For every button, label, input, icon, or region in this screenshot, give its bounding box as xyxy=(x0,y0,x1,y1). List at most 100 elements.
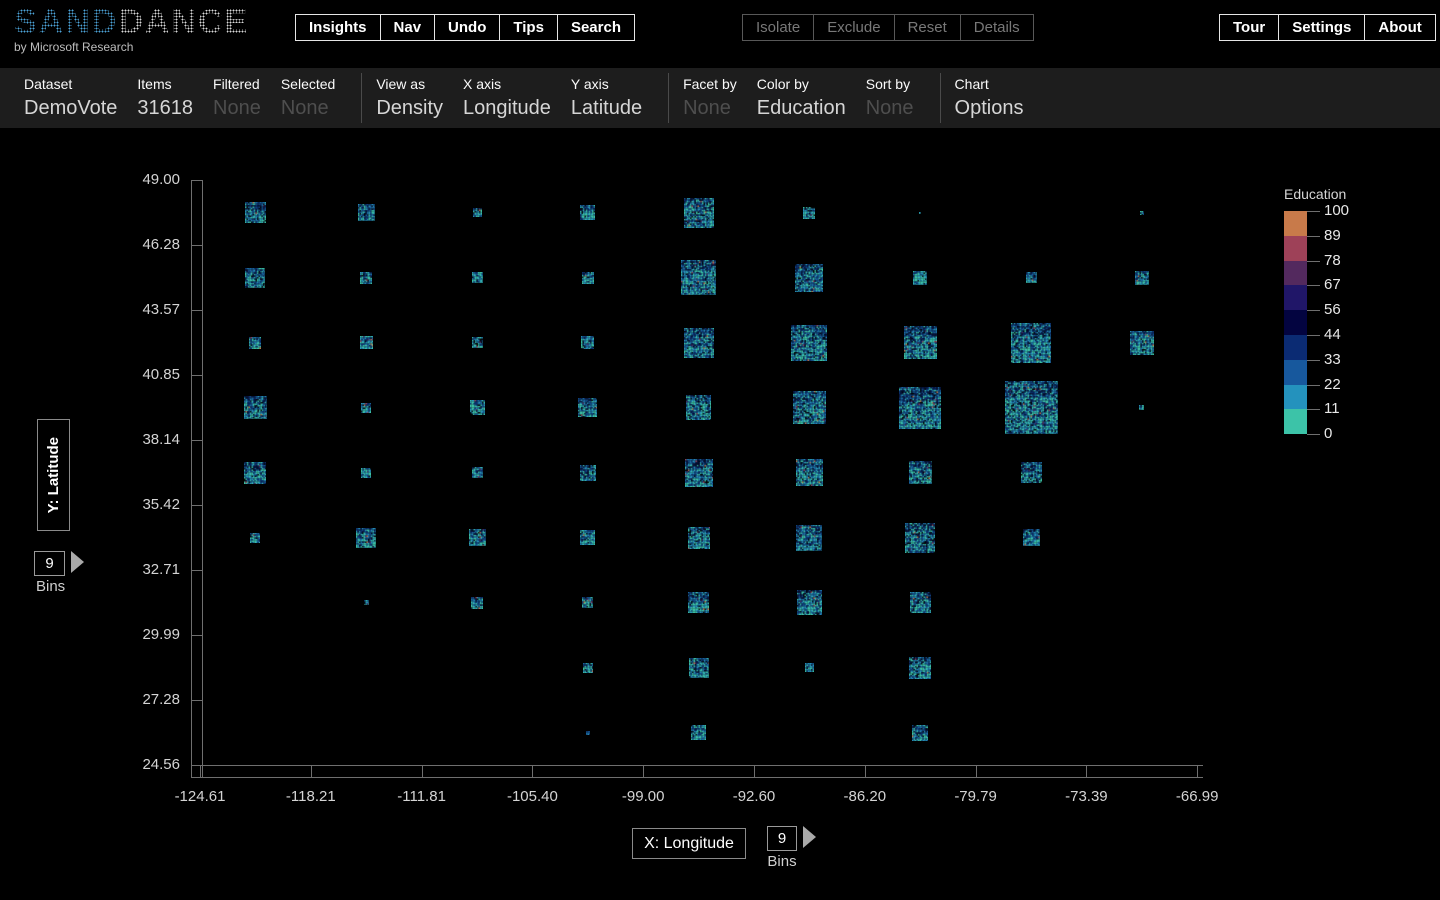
density-bin[interactable] xyxy=(360,272,372,284)
density-bin[interactable] xyxy=(796,459,823,486)
density-bin[interactable] xyxy=(909,461,932,484)
density-bin[interactable] xyxy=(364,600,369,605)
density-bin[interactable] xyxy=(684,198,714,228)
density-bin[interactable] xyxy=(919,212,921,214)
density-bin[interactable] xyxy=(904,326,937,359)
density-bin[interactable] xyxy=(472,467,483,478)
density-bin[interactable] xyxy=(582,597,593,608)
density-bin[interactable] xyxy=(580,530,595,545)
control-x-axis[interactable]: X axis Longitude xyxy=(463,68,551,121)
density-bin[interactable] xyxy=(913,271,927,285)
density-bin[interactable] xyxy=(1026,272,1037,283)
legend-swatch[interactable] xyxy=(1284,235,1307,261)
legend-swatch[interactable] xyxy=(1284,384,1307,410)
density-bin[interactable] xyxy=(245,268,265,288)
control-items[interactable]: Items 31618 xyxy=(137,68,193,121)
density-bin[interactable] xyxy=(356,528,376,548)
density-bin[interactable] xyxy=(795,264,823,292)
tour-button[interactable]: Tour xyxy=(1219,14,1280,41)
control-y-axis[interactable]: Y axis Latitude xyxy=(571,68,642,121)
control-filtered[interactable]: Filtered None xyxy=(213,68,261,121)
density-bin[interactable] xyxy=(583,663,593,673)
density-bin[interactable] xyxy=(793,391,826,424)
density-bin[interactable] xyxy=(910,592,931,613)
density-bin[interactable] xyxy=(1135,271,1149,285)
density-bin[interactable] xyxy=(689,658,709,678)
y-tick-label: 35.42 xyxy=(142,496,180,513)
legend-swatch[interactable] xyxy=(1284,409,1307,435)
density-bin[interactable] xyxy=(899,387,941,429)
density-bin[interactable] xyxy=(912,725,928,741)
y-axis-button[interactable]: Y: Latitude xyxy=(37,419,70,531)
density-bin[interactable] xyxy=(249,337,261,349)
density-bin[interactable] xyxy=(688,592,709,613)
density-bin[interactable] xyxy=(358,204,375,221)
density-bin[interactable] xyxy=(791,325,827,361)
density-bin[interactable] xyxy=(582,272,594,284)
density-bin[interactable] xyxy=(472,272,483,283)
x-axis-button[interactable]: X: Longitude xyxy=(632,828,746,859)
density-bin[interactable] xyxy=(360,336,373,349)
density-bin[interactable] xyxy=(797,590,822,615)
density-bin[interactable] xyxy=(471,597,483,609)
density-bin[interactable] xyxy=(1130,331,1154,355)
density-bin[interactable] xyxy=(1140,211,1144,215)
density-bin[interactable] xyxy=(473,208,482,217)
legend-swatch[interactable] xyxy=(1284,260,1307,286)
density-bin[interactable] xyxy=(244,396,267,419)
tips-button[interactable]: Tips xyxy=(499,14,558,41)
density-bin[interactable] xyxy=(1005,381,1058,434)
legend-swatch[interactable] xyxy=(1284,285,1307,311)
density-bin[interactable] xyxy=(244,462,266,484)
density-bin[interactable] xyxy=(581,336,594,349)
density-bin[interactable] xyxy=(245,202,266,223)
y-bins-input[interactable]: 9 xyxy=(34,551,65,576)
density-bin[interactable] xyxy=(681,260,716,295)
legend-swatch[interactable] xyxy=(1284,359,1307,385)
x-bins-arrow-icon[interactable] xyxy=(803,826,816,848)
control-color-by[interactable]: Color by Education xyxy=(757,68,846,121)
density-bin[interactable] xyxy=(469,529,486,546)
control-dataset[interactable]: Dataset DemoVote xyxy=(24,68,117,121)
density-bin[interactable] xyxy=(1023,529,1040,546)
control-facet-by[interactable]: Facet by None xyxy=(683,68,737,121)
y-bins-arrow-icon[interactable] xyxy=(71,551,84,573)
density-bin[interactable] xyxy=(361,403,371,413)
density-bin[interactable] xyxy=(796,525,822,551)
density-bin[interactable] xyxy=(688,527,710,549)
density-bin[interactable] xyxy=(250,533,260,543)
about-button[interactable]: About xyxy=(1364,14,1436,41)
nav-button[interactable]: Nav xyxy=(379,14,436,41)
density-bin[interactable] xyxy=(1021,462,1042,483)
legend-swatch[interactable] xyxy=(1284,211,1307,236)
legend-swatch[interactable] xyxy=(1284,335,1307,360)
legend-swatch[interactable] xyxy=(1284,310,1307,335)
density-bin[interactable] xyxy=(691,725,706,740)
density-bin[interactable] xyxy=(1139,405,1144,410)
control-sort-by[interactable]: Sort by None xyxy=(866,68,914,121)
settings-button[interactable]: Settings xyxy=(1278,14,1366,41)
density-bin[interactable] xyxy=(580,465,596,481)
density-bin[interactable] xyxy=(686,395,711,420)
density-bin[interactable] xyxy=(905,523,935,553)
undo-button[interactable]: Undo xyxy=(434,14,501,41)
density-bin[interactable] xyxy=(803,207,815,219)
x-bins-input[interactable]: 9 xyxy=(767,826,797,851)
density-bin[interactable] xyxy=(909,657,931,679)
density-bin[interactable] xyxy=(805,663,814,672)
density-bin[interactable] xyxy=(361,468,371,478)
control-bar-divider xyxy=(939,73,941,123)
search-button[interactable]: Search xyxy=(556,14,635,41)
density-bin[interactable] xyxy=(578,398,597,417)
control-chart[interactable]: Chart Options xyxy=(955,68,1024,121)
density-bin[interactable] xyxy=(1011,323,1051,363)
insights-button[interactable]: Insights xyxy=(295,14,381,41)
density-bin[interactable] xyxy=(685,459,713,487)
density-bin[interactable] xyxy=(580,205,595,220)
control-view-as[interactable]: View as Density xyxy=(376,68,443,121)
density-bin[interactable] xyxy=(470,400,485,415)
density-bin[interactable] xyxy=(684,328,714,358)
control-selected[interactable]: Selected None xyxy=(281,68,335,121)
density-bin[interactable] xyxy=(472,337,483,348)
density-bin[interactable] xyxy=(586,731,590,735)
